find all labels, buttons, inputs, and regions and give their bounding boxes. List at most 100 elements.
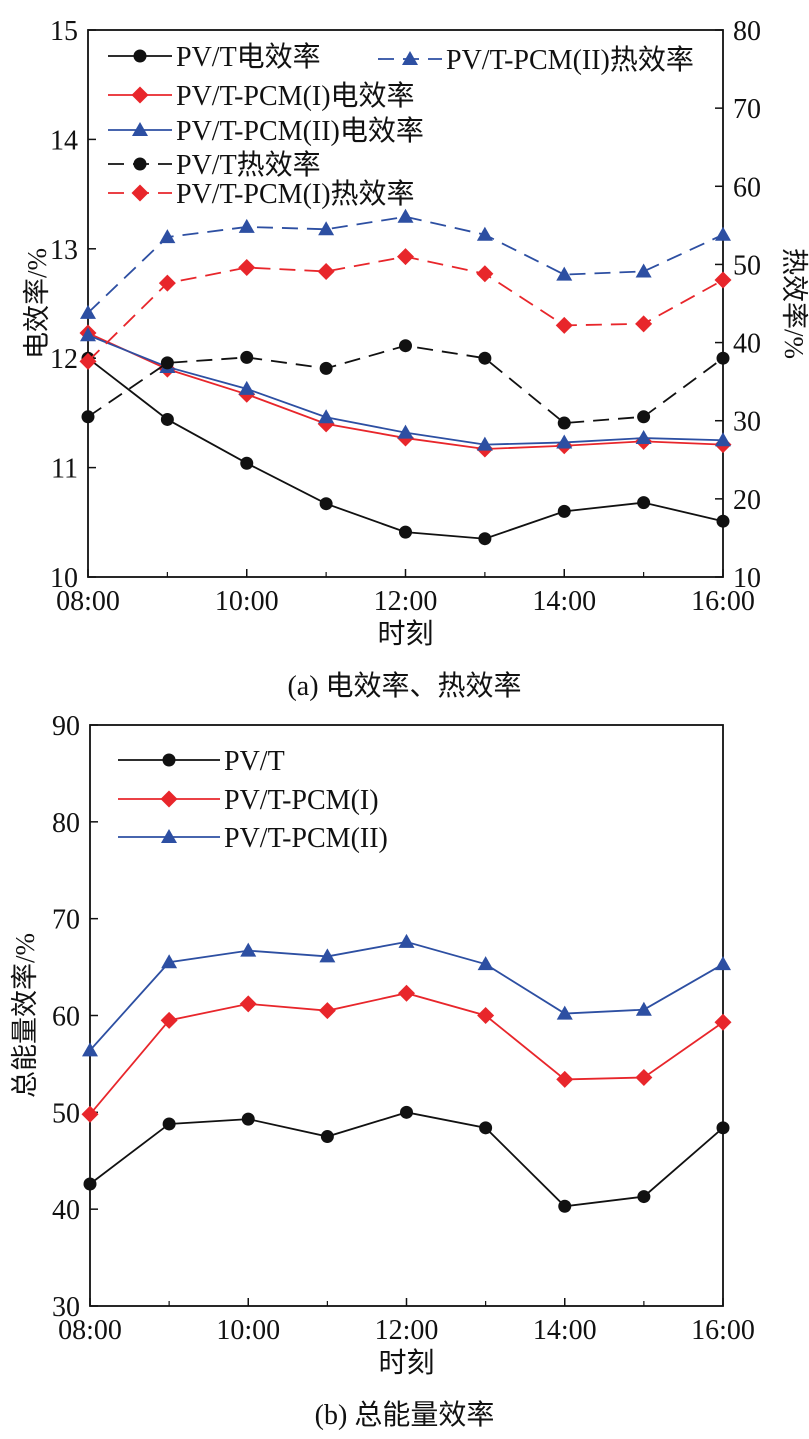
chart-a-data-point [478,532,492,546]
chart-b-legend-label: PV/T-PCM(II) [224,823,388,854]
chart-a-data-point [556,434,573,449]
chart-a-series-5 [80,208,731,319]
chart-a-y-tick-label: 12 [50,344,78,375]
chart-a-legend-marker [133,49,147,63]
chart-b-y-tick-label: 60 [52,1002,80,1033]
chart-a-data-point [716,351,730,365]
chart-a-y2-tick-label: 40 [733,329,761,360]
caption-a: (a) 电效率、热效率 [287,671,522,702]
chart-a-data-point [399,525,412,539]
chart-b-legend-item-0: PV/T [118,746,285,777]
chart-a-x-tick-label: 12:00 [374,586,438,617]
chart-a-legend-item-4: PV/T-PCM(I)热效率 [108,178,415,210]
chart-a-series-line [87,344,724,424]
chart-a-data-point [476,265,494,283]
chart-a-data-point [397,208,414,223]
chart-a-y2-tick-label: 50 [733,250,761,281]
chart-a-data-point [158,274,176,292]
chart-a-data-point [478,351,492,365]
chart-a-legend-label: PV/T-PCM(I)电效率 [176,80,415,112]
chart-a-legend-marker [402,51,418,65]
chart-b-legend-marker [160,790,178,808]
chart-b-y-axis-title: 总能量效率/% [10,933,40,1098]
chart-a-legend-label: PV/T电效率 [176,41,321,73]
chart-b-data-point [239,995,257,1013]
chart-a-y2-tick-label: 10 [733,563,761,594]
chart-a-data-point [160,356,174,370]
chart-b-series-0 [83,1105,730,1213]
chart-a-data-point [79,352,97,370]
chart-a-series-2 [80,327,731,451]
chart-a-data-point [159,229,176,244]
chart-a-data-point [80,327,96,342]
chart-a-series-0 [81,351,730,546]
chart-b-x-tick-label: 08:00 [58,1315,122,1346]
chart-a-data-point [716,514,730,528]
chart-b-x-axis-title: 时刻 [378,1347,434,1379]
chart-a-x-tick-label: 08:00 [56,586,120,617]
chart-a: 08:00 10:00 12:00 14:00 16:00101112131415102… [22,16,809,650]
chart-a-data-point [476,436,493,451]
chart-a-data-point [637,410,651,424]
chart-a-y-axis-title: 电效率/% [22,248,52,359]
chart-b-data-point [479,1121,493,1135]
chart-b-y-tick-label: 50 [52,1098,80,1129]
chart-a-series-4 [79,248,732,370]
chart-a-series-line [87,357,724,540]
chart-a-data-point [238,380,255,395]
chart-b-data-point [400,1105,413,1119]
chart-a-x-axis-title: 时刻 [377,618,433,650]
chart-b-legend-marker [162,753,176,767]
chart-a-legend-item-0: PV/T电效率 [108,41,321,73]
chart-a-data-point [635,263,652,278]
chart-a-data-point [318,221,335,236]
chart-b: 08:00 10:00 12:00 14:00 16:00 30 40 50 60 70 80 90 时… [10,711,755,1379]
chart-b-data-point [477,956,494,971]
caption-b: (b) 总能量效率 [314,1400,495,1431]
chart-a-data-point [476,226,493,241]
chart-a-data-point [397,424,414,439]
chart-b-series-2 [82,933,731,1057]
chart-a-legend-label: PV/T-PCM(I)热效率 [176,178,415,210]
chart-b-data-point [241,1112,255,1126]
chart-b-x-tick-label: 12:00 [375,1315,439,1346]
chart-b-series-line [89,992,724,1115]
chart-a-y-tick-label: 13 [50,235,78,266]
chart-b-data-point [318,1002,336,1020]
chart-a-legend-item-1: PV/T-PCM(I)电效率 [108,80,415,112]
chart-a-legend-marker [131,184,149,202]
chart-a-data-point [397,248,414,266]
chart-a-y2-tick-label: 70 [733,94,761,125]
chart-a-legend-item-5: PV/T-PCM(II)热效率 [378,44,694,76]
chart-b-data-point [398,933,415,948]
chart-a-data-point [714,271,732,289]
chart-a-y2-tick-label: 30 [733,407,761,438]
chart-b-data-point [637,1190,651,1204]
chart-a-legend-item-2: PV/T-PCM(II)电效率 [108,115,424,147]
chart-a-x-tick-label: 14:00 [532,586,596,617]
chart-a-plot-frame [87,29,724,578]
chart-b-data-point [556,1005,573,1020]
chart-b-data-point [83,1177,97,1191]
chart-a-data-point [160,412,174,426]
chart-b-data-point [635,1068,653,1086]
chart-a-data-point [715,432,731,447]
chart-b-x-tick-label: 10:00 [216,1315,280,1346]
chart-a-data-point [557,416,571,430]
chart-a-data-point [556,266,573,281]
chart-b-series-line [89,1111,724,1208]
chart-a-data-point [238,218,255,233]
chart-a-legend-label: PV/T热效率 [176,149,321,181]
chart-a-x-tick-label: 10:00 [215,586,279,617]
chart-a-data-point [399,339,412,353]
chart-a-data-point [557,504,571,518]
chart-b-data-point [81,1105,99,1123]
chart-a-data-point [240,456,254,470]
chart-a-y-tick-label: 11 [51,454,78,485]
chart-b-data-point [477,1007,495,1024]
chart-b-y-tick-label: 80 [52,808,80,839]
chart-b-data-point [556,1070,574,1088]
chart-a-series-line [87,215,724,314]
chart-a-data-point [635,315,653,333]
chart-a-data-point [80,304,96,319]
